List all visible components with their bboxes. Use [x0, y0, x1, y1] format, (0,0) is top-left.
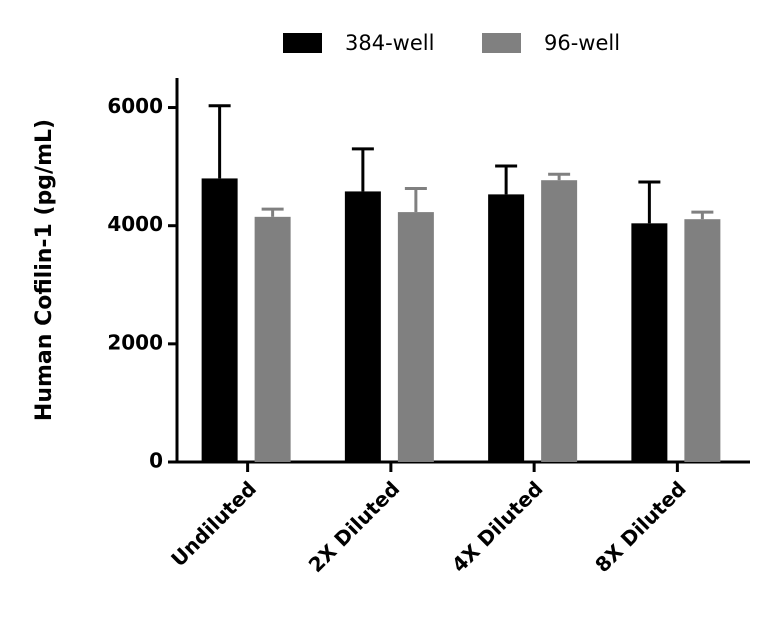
bar	[631, 223, 668, 462]
y-tick-label: 0	[149, 449, 163, 473]
error-bar	[691, 210, 714, 220]
error-bar	[351, 147, 374, 192]
error-bar	[404, 186, 427, 213]
legend-label: 384-well	[345, 31, 434, 55]
legend-swatch	[482, 33, 521, 53]
y-axis-label: Human Cofilin-1 (pg/mL)	[32, 119, 57, 421]
error-bar	[495, 164, 518, 195]
error-bar	[548, 172, 571, 181]
bar	[201, 178, 238, 462]
x-tick-label: 4X Diluted	[447, 476, 548, 577]
bar	[684, 219, 721, 462]
error-bar	[638, 180, 661, 224]
bar	[397, 212, 434, 462]
x-tick-label: 2X Diluted	[304, 476, 405, 577]
y-tick-label: 2000	[107, 330, 163, 354]
bar	[541, 180, 578, 463]
bar	[254, 216, 291, 462]
x-tick-label: Undiluted	[166, 476, 261, 571]
bar	[488, 194, 525, 463]
bar	[344, 191, 381, 463]
y-tick-label: 6000	[107, 94, 163, 118]
x-tick-label: 8X Diluted	[590, 476, 691, 577]
error-bar	[208, 104, 231, 179]
error-bar	[261, 207, 284, 217]
y-tick-label: 4000	[107, 212, 163, 236]
legend-label: 96-well	[544, 31, 620, 55]
legend-swatch	[283, 33, 322, 53]
